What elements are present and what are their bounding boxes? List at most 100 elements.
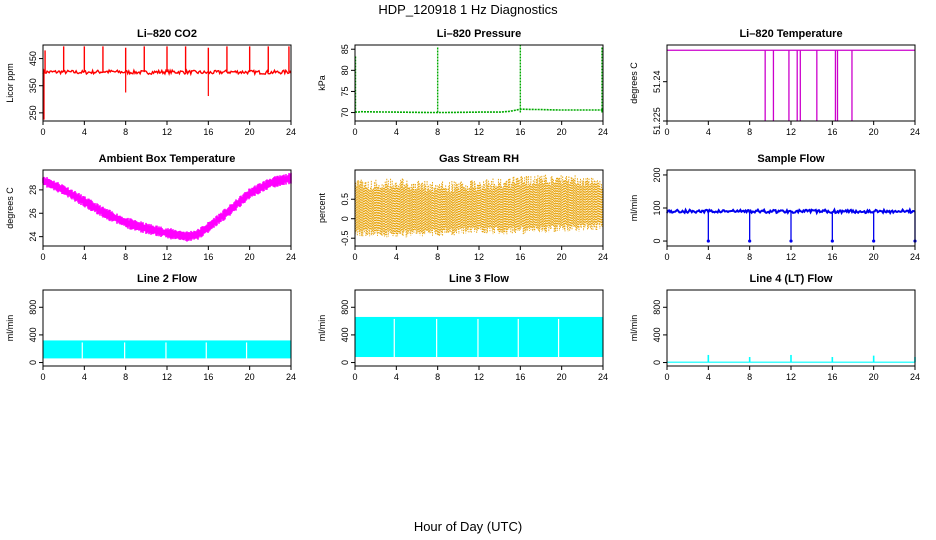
panel-title: Line 4 (LT) Flow bbox=[750, 273, 833, 285]
x-tick-label: 4 bbox=[82, 372, 87, 382]
y-axis-label: ml/min bbox=[317, 315, 327, 342]
panel-title: Gas Stream RH bbox=[439, 153, 519, 165]
y-tick-label: 26 bbox=[28, 208, 38, 218]
x-axis: 0 4 8 12 16 20 24 bbox=[352, 246, 608, 262]
y-axis-label: kPa bbox=[317, 75, 327, 91]
panel-line3: Line 3 Flow ml/min 0 4 8 12 16 20 24 0 400 800 bbox=[317, 273, 608, 382]
x-tick-label: 0 bbox=[664, 127, 669, 137]
x-tick-label: 4 bbox=[394, 252, 399, 262]
panel-title: Line 3 Flow bbox=[449, 273, 509, 285]
x-tick-label: 4 bbox=[82, 252, 87, 262]
x-tick-label: 0 bbox=[352, 372, 357, 382]
y-tick-label: 0 bbox=[340, 360, 350, 365]
x-tick-label: 24 bbox=[910, 252, 920, 262]
y-axis-label: ml/min bbox=[5, 315, 15, 342]
y-tick-label: 0 bbox=[340, 216, 350, 221]
x-tick-label: 24 bbox=[286, 127, 296, 137]
panel-title: Line 2 Flow bbox=[137, 273, 197, 285]
x-axis: 0 4 8 12 16 20 24 bbox=[352, 366, 608, 382]
y-axis: 250 350 450 bbox=[28, 51, 43, 120]
x-tick-label: 0 bbox=[664, 252, 669, 262]
y-tick-label: 51.24 bbox=[652, 70, 662, 93]
y-tick-label: 400 bbox=[340, 327, 350, 342]
flow-dip-point bbox=[830, 239, 834, 243]
x-axis: 0 4 8 12 16 20 24 bbox=[40, 246, 296, 262]
plot-area bbox=[355, 316, 603, 358]
y-tick-label: -0.5 bbox=[340, 230, 350, 246]
x-tick-label: 8 bbox=[123, 372, 128, 382]
y-tick-label: 51.225 bbox=[652, 107, 662, 135]
x-tick-label: 0 bbox=[352, 252, 357, 262]
x-tick-label: 8 bbox=[435, 127, 440, 137]
flow-dip-point bbox=[872, 239, 876, 243]
x-tick-label: 8 bbox=[747, 372, 752, 382]
y-axis: 24 26 28 bbox=[28, 185, 43, 242]
y-tick-label: 400 bbox=[28, 327, 38, 342]
y-tick-label: 250 bbox=[28, 105, 38, 120]
x-tick-label: 0 bbox=[40, 127, 45, 137]
x-tick-label: 12 bbox=[162, 127, 172, 137]
y-tick-label: 400 bbox=[652, 327, 662, 342]
x-axis: 0 4 8 12 16 20 24 bbox=[40, 121, 296, 137]
panel-box_temp: Ambient Box Temperature degrees C 0 4 8 12 16 2… bbox=[5, 153, 296, 262]
x-tick-label: 8 bbox=[435, 372, 440, 382]
x-axis: 0 4 8 12 16 20 24 bbox=[664, 366, 920, 382]
flow-dip-point bbox=[706, 239, 710, 243]
plot-area bbox=[43, 340, 291, 359]
x-tick-label: 20 bbox=[245, 372, 255, 382]
plot-area bbox=[667, 49, 915, 121]
panel-line4: Line 4 (LT) Flow ml/min 0 4 8 12 16 20 24 0 400 800 bbox=[629, 273, 920, 382]
y-axis: 51.225 51.24 bbox=[652, 70, 667, 135]
y-axis-label: ml/min bbox=[629, 315, 639, 342]
x-tick-label: 16 bbox=[203, 127, 213, 137]
panel-title: Sample Flow bbox=[757, 153, 825, 165]
plot-area bbox=[354, 174, 604, 238]
y-axis: 0 400 800 bbox=[652, 300, 667, 365]
x-tick-label: 24 bbox=[598, 252, 608, 262]
x-tick-label: 4 bbox=[706, 252, 711, 262]
y-tick-label: 24 bbox=[28, 232, 38, 242]
x-tick-label: 16 bbox=[203, 372, 213, 382]
y-tick-label: 28 bbox=[28, 185, 38, 195]
x-tick-label: 12 bbox=[162, 372, 172, 382]
x-axis: 0 4 8 12 16 20 24 bbox=[664, 246, 920, 262]
x-tick-label: 16 bbox=[515, 127, 525, 137]
x-axis: 0 4 8 12 16 20 24 bbox=[664, 121, 920, 137]
line3-band bbox=[355, 316, 603, 358]
panel-pressure: Li–820 Pressure kPa 0 4 8 12 16 20 24 70 75 80 85 bbox=[317, 28, 608, 137]
flow-dip-point bbox=[748, 239, 752, 243]
y-axis: 0 100 200 bbox=[652, 167, 667, 244]
x-tick-label: 24 bbox=[286, 252, 296, 262]
panel-title: Li–820 CO2 bbox=[137, 28, 197, 40]
x-tick-label: 0 bbox=[664, 372, 669, 382]
panel-title: Li–820 Temperature bbox=[739, 28, 842, 40]
y-axis-label: Licor ppm bbox=[5, 63, 15, 103]
x-tick-label: 8 bbox=[123, 252, 128, 262]
figure-xlabel: Hour of Day (UTC) bbox=[414, 519, 522, 534]
panel-licor_temp: Li–820 Temperature degrees C 0 4 8 12 16 20 24 51… bbox=[629, 28, 920, 137]
x-tick-label: 20 bbox=[245, 127, 255, 137]
plot-area bbox=[354, 45, 603, 114]
panel-line2: Line 2 Flow ml/min 0 4 8 12 16 20 24 0 400 800 bbox=[5, 273, 296, 382]
x-tick-label: 12 bbox=[786, 127, 796, 137]
y-tick-label: 0 bbox=[28, 360, 38, 365]
y-tick-label: 800 bbox=[652, 300, 662, 315]
y-axis-label: percent bbox=[317, 192, 327, 223]
x-tick-label: 4 bbox=[706, 372, 711, 382]
y-tick-label: 800 bbox=[340, 300, 350, 315]
x-tick-label: 16 bbox=[515, 252, 525, 262]
y-tick-label: 75 bbox=[340, 86, 350, 96]
x-tick-label: 12 bbox=[786, 372, 796, 382]
y-axis-label: degrees C bbox=[5, 187, 15, 229]
plot-area bbox=[666, 207, 917, 243]
y-tick-label: 800 bbox=[28, 300, 38, 315]
x-tick-label: 16 bbox=[827, 372, 837, 382]
y-axis: 0 400 800 bbox=[28, 300, 43, 365]
x-tick-label: 12 bbox=[474, 127, 484, 137]
x-tick-label: 24 bbox=[598, 372, 608, 382]
y-axis: -0.5 0 0.5 bbox=[340, 193, 355, 246]
x-tick-label: 4 bbox=[394, 127, 399, 137]
